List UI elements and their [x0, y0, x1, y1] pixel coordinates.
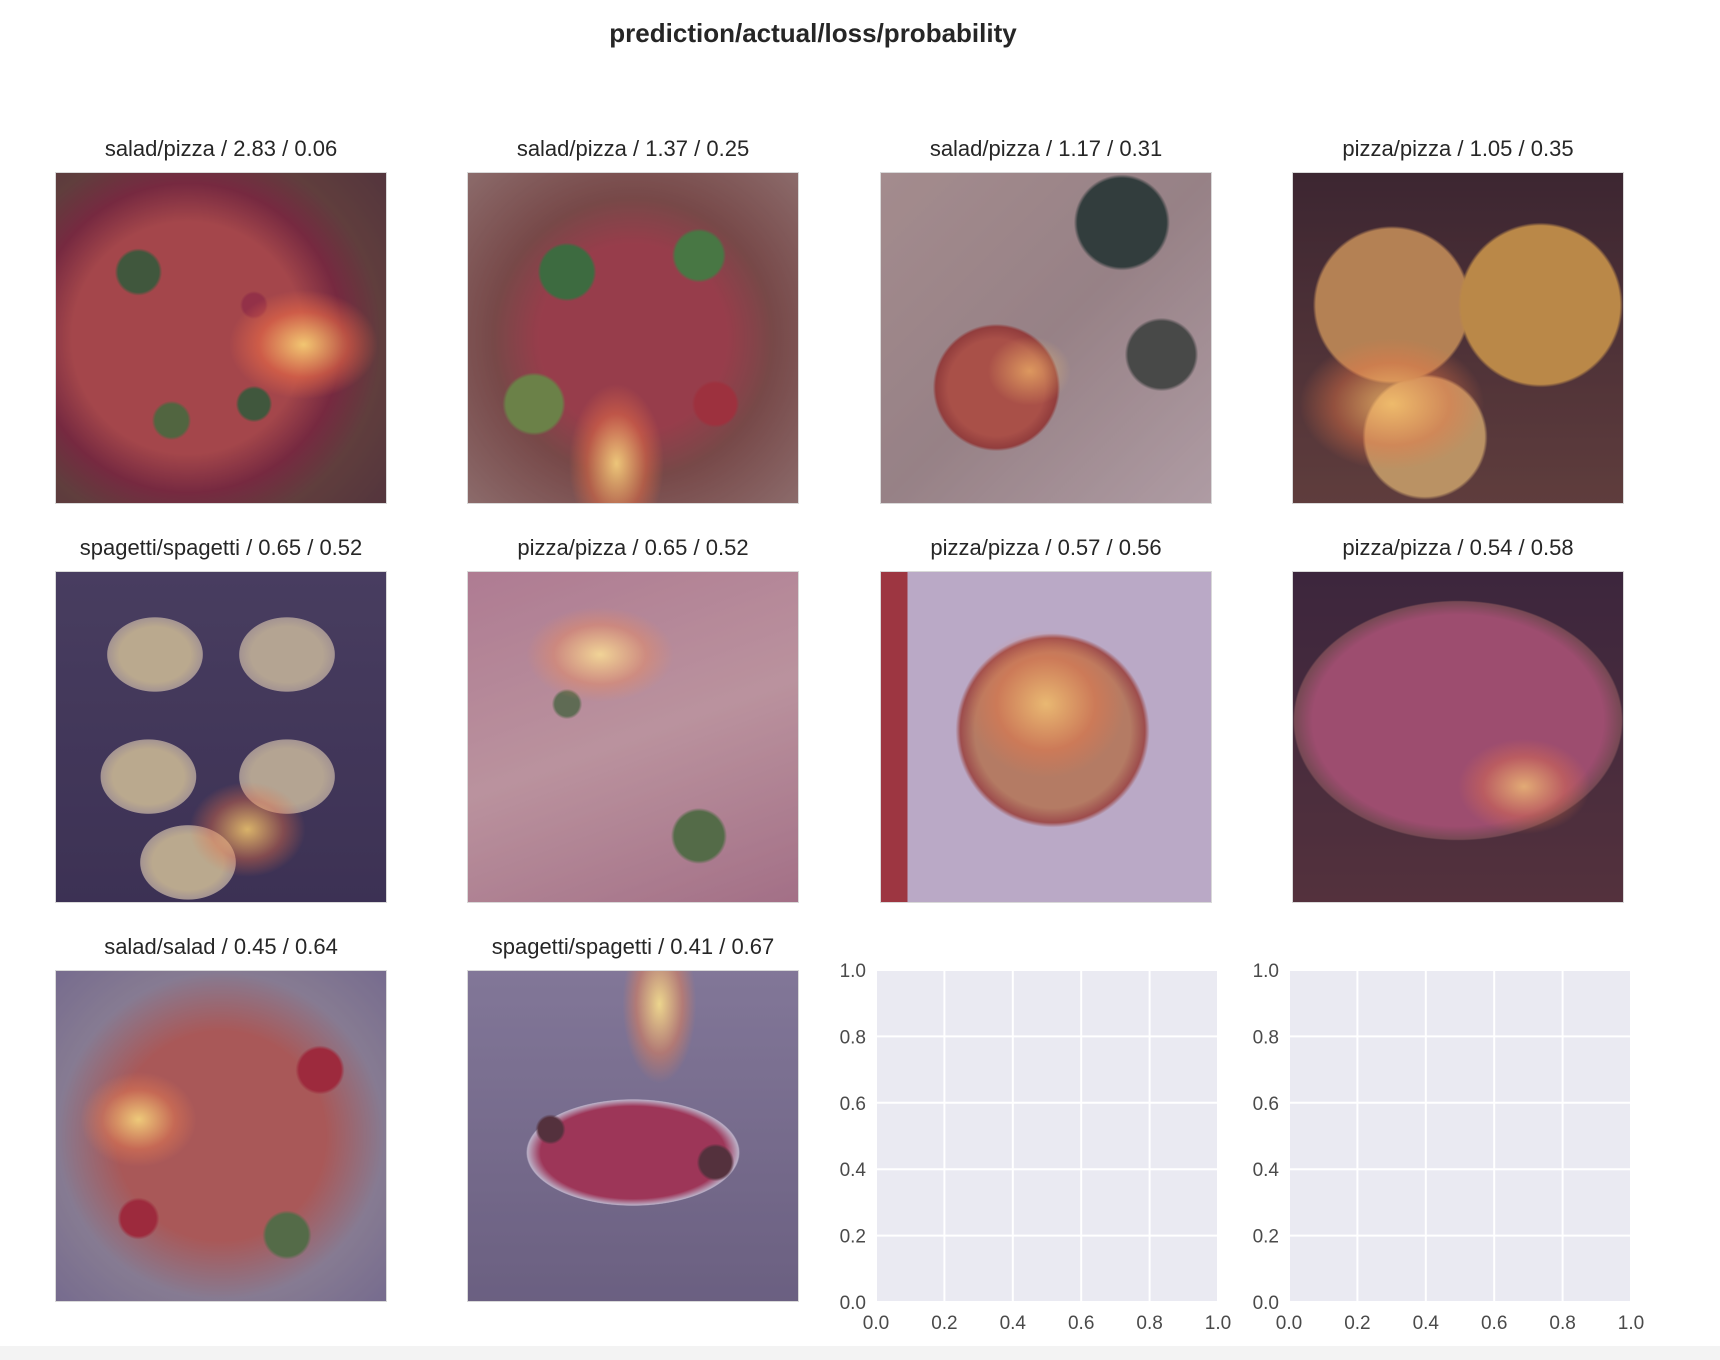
- y-tick-label: 0.8: [1253, 1027, 1279, 1048]
- pizza-photo-icon: [467, 571, 799, 903]
- y-tick-label: 0.8: [840, 1027, 866, 1048]
- x-tick-label: 0.4: [1000, 1313, 1027, 1334]
- x-tick-label: 1.0: [1618, 1313, 1644, 1334]
- panel-title: salad/pizza / 2.83 / 0.06: [15, 136, 427, 162]
- panel-title: salad/pizza / 1.37 / 0.25: [427, 136, 839, 162]
- panel-title: salad/pizza / 1.17 / 0.31: [840, 136, 1252, 162]
- spaghetti-meatballs-photo-icon: [467, 970, 799, 1302]
- x-tick-label: 0.0: [863, 1313, 889, 1334]
- y-tick-label: 0.0: [840, 1293, 866, 1314]
- pizza-photo-icon: [467, 172, 799, 504]
- x-tick-label: 1.0: [1205, 1313, 1231, 1334]
- panel-title: pizza/pizza / 0.54 / 0.58: [1252, 535, 1664, 561]
- panel-title: spagetti/spagetti / 0.65 / 0.52: [15, 535, 427, 561]
- empty-axes-1: 0.0 0.2 0.4 0.6 0.8 1.0 0.0 0.2 0.4 0.6 0.8 1.0: [876, 970, 1218, 1302]
- panel-title: pizza/pizza / 1.05 / 0.35: [1252, 136, 1664, 162]
- pizza-photo-icon: [55, 172, 387, 504]
- footer-bar: [0, 1346, 1720, 1360]
- x-tick-label: 0.6: [1481, 1313, 1507, 1334]
- panel-title: pizza/pizza / 0.57 / 0.56: [840, 535, 1252, 561]
- spaghetti-squash-photo-icon: [55, 571, 387, 903]
- y-tick-label: 0.4: [1253, 1160, 1280, 1181]
- figure-title: prediction/actual/loss/probability: [0, 18, 1626, 49]
- empty-axes-2: 0.0 0.2 0.4 0.6 0.8 1.0 0.0 0.2 0.4 0.6 0.8 1.0: [1289, 970, 1631, 1302]
- y-tick-label: 1.0: [1253, 961, 1279, 982]
- y-tick-label: 0.6: [1253, 1094, 1279, 1115]
- x-tick-label: 0.8: [1136, 1313, 1162, 1334]
- y-tick-label: 1.0: [840, 961, 866, 982]
- x-tick-label: 0.0: [1276, 1313, 1302, 1334]
- x-tick-label: 0.2: [931, 1313, 957, 1334]
- x-tick-label: 0.8: [1549, 1313, 1575, 1334]
- panel-title: spagetti/spagetti / 0.41 / 0.67: [427, 934, 839, 960]
- empty-axes-1-svg: 0.0 0.2 0.4 0.6 0.8 1.00.00.20.40.60.81.0: [876, 970, 1218, 1302]
- panel-title: salad/salad / 0.45 / 0.64: [15, 934, 427, 960]
- panel-title: pizza/pizza / 0.65 / 0.52: [427, 535, 839, 561]
- y-tick-label: 0.2: [840, 1227, 866, 1248]
- x-tick-label: 0.4: [1413, 1313, 1440, 1334]
- pizza-photo-icon: [880, 571, 1212, 903]
- x-tick-label: 0.2: [1344, 1313, 1370, 1334]
- y-tick-label: 0.4: [840, 1160, 867, 1181]
- salad-photo-icon: [55, 970, 387, 1302]
- y-tick-label: 0.6: [840, 1094, 866, 1115]
- empty-axes-2-svg: 0.0 0.2 0.4 0.6 0.8 1.00.00.20.40.60.81.0: [1289, 970, 1631, 1302]
- pizza-photo-icon: [1292, 571, 1624, 903]
- x-tick-label: 0.6: [1068, 1313, 1094, 1334]
- y-tick-label: 0.0: [1253, 1293, 1279, 1314]
- food-spread-photo-icon: [880, 172, 1212, 504]
- y-tick-label: 0.2: [1253, 1227, 1279, 1248]
- mac-cheese-pizza-photo-icon: [1292, 172, 1624, 504]
